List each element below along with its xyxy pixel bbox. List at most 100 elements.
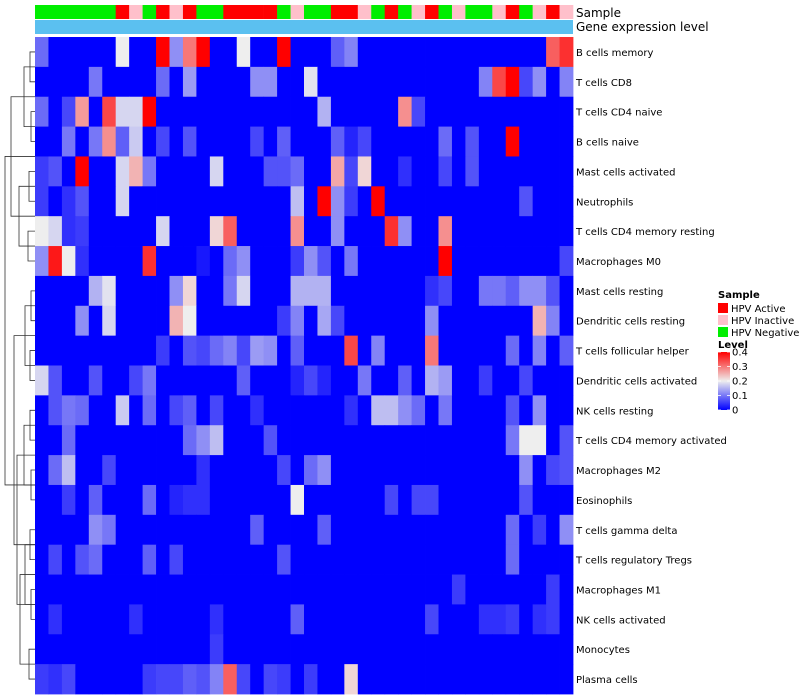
heatmap-cell: [102, 126, 117, 157]
heatmap-cell: [505, 365, 520, 396]
heatmap-cell: [478, 66, 493, 98]
heatmap-cell: [196, 455, 211, 486]
heatmap-cell: [384, 365, 399, 396]
heatmap-cell: [344, 425, 359, 456]
heatmap-cell: [411, 604, 426, 635]
heatmap-cell: [304, 305, 318, 337]
heatmap-cell: [532, 604, 547, 635]
heatmap-cell: [411, 544, 426, 575]
heatmap-cell: [304, 664, 318, 695]
legend-sample-label: HPV Negative: [731, 328, 799, 339]
heatmap-cell: [277, 216, 291, 247]
legend-level-tick-label: 0.4: [732, 348, 748, 359]
heatmap-cell: [129, 275, 143, 307]
heatmap-cell: [411, 425, 426, 456]
heatmap-cell: [398, 37, 412, 68]
heatmap-cell: [304, 425, 318, 456]
heatmap-cell: [156, 66, 170, 98]
row-label: Dendritic cells activated: [576, 376, 697, 387]
heatmap-cell: [330, 156, 345, 187]
legend-sample-swatch: [718, 315, 728, 325]
heatmap-cell: [330, 455, 345, 486]
heatmap-cell: [317, 156, 332, 187]
heatmap-cell: [425, 156, 439, 187]
heatmap-cell: [277, 455, 291, 486]
heatmap-cell: [317, 66, 332, 98]
legend-sample-swatch: [718, 327, 728, 337]
heatmap-cell: [384, 484, 399, 516]
heatmap-cell: [384, 425, 399, 456]
heatmap-cell: [35, 96, 49, 127]
heatmap-cell: [250, 246, 265, 277]
heatmap-cell: [317, 484, 332, 516]
heatmap-cell: [505, 514, 520, 546]
heatmap-cell: [48, 37, 63, 68]
heatmap-cell: [102, 335, 117, 366]
heatmap-cell: [438, 425, 453, 456]
heatmap-cell: [196, 544, 211, 575]
heatmap-cell: [546, 365, 560, 396]
heatmap-cell: [115, 634, 130, 665]
legend-sample-label: HPV Inactive: [731, 316, 794, 327]
heatmap-cell: [61, 425, 76, 456]
heatmap-cell: [263, 634, 278, 665]
heatmap-cell: [398, 365, 412, 396]
heatmap-cell: [398, 634, 412, 665]
heatmap-cell: [465, 275, 480, 307]
heatmap-cell: [290, 186, 305, 217]
heatmap-cell: [478, 395, 493, 426]
heatmap-cell: [546, 216, 560, 247]
heatmap-cell: [263, 275, 278, 307]
heatmap-cell: [263, 365, 278, 396]
heatmap-cell: [465, 634, 480, 665]
heatmap-cell: [532, 156, 547, 187]
heatmap-cell: [290, 425, 305, 456]
heatmap-cell: [169, 425, 184, 456]
heatmap-cell: [546, 275, 560, 307]
heatmap-cell: [182, 514, 197, 546]
heatmap-cell: [532, 96, 547, 127]
annotation-label-expression: Gene expression level: [576, 20, 709, 34]
heatmap-cell: [451, 305, 466, 337]
heatmap-cell: [88, 634, 103, 665]
heatmap-cell: [102, 365, 117, 396]
heatmap-cell: [223, 544, 238, 575]
heatmap-cell: [142, 455, 157, 486]
heatmap-cell: [156, 365, 170, 396]
heatmap-cell: [519, 216, 534, 247]
heatmap-cell: [223, 664, 238, 695]
heatmap-cell: [398, 544, 412, 575]
heatmap-cell: [532, 186, 547, 217]
heatmap-cell: [182, 574, 197, 605]
heatmap-cell: [411, 335, 426, 366]
heatmap-cell: [182, 664, 197, 695]
heatmap-cell: [344, 66, 359, 98]
heatmap-cell: [169, 544, 184, 575]
heatmap-cell: [478, 246, 493, 277]
heatmap-cell: [223, 126, 238, 157]
heatmap-cell: [209, 664, 224, 695]
heatmap-cell: [290, 66, 305, 98]
heatmap-cell: [236, 96, 251, 127]
heatmap-cell: [48, 365, 63, 396]
heatmap-cell: [182, 365, 197, 396]
heatmap-cell: [88, 305, 103, 337]
heatmap-cell: [102, 574, 117, 605]
heatmap-cell: [304, 275, 318, 307]
heatmap-cell: [425, 275, 439, 307]
heatmap-cell: [115, 216, 130, 247]
row-label: B cells memory: [576, 48, 653, 59]
heatmap-cell: [519, 305, 534, 337]
heatmap-cell: [317, 37, 332, 68]
heatmap-cell: [438, 365, 453, 396]
heatmap-cell: [492, 604, 507, 635]
sample-annotation-cell: [519, 5, 533, 19]
heatmap-cell: [250, 66, 265, 98]
heatmap-cell: [250, 425, 265, 456]
heatmap-cell: [129, 186, 143, 217]
heatmap-cell: [492, 156, 507, 187]
heatmap-cell: [330, 335, 345, 366]
heatmap-cell: [344, 604, 359, 635]
heatmap-cell: [115, 395, 130, 426]
